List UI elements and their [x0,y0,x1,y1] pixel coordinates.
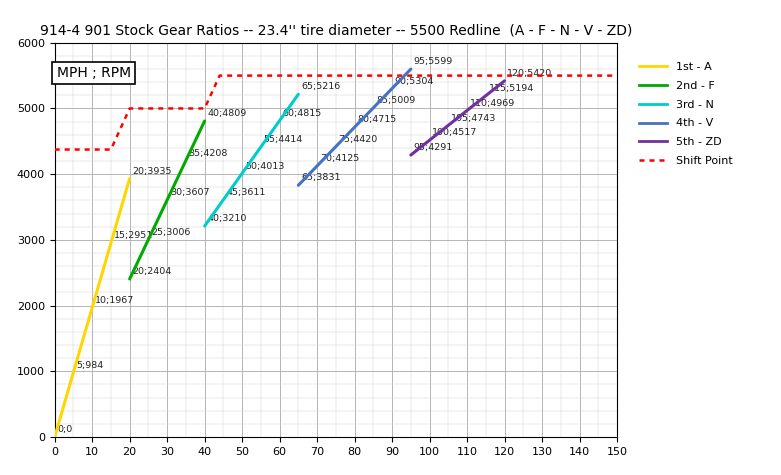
2nd - F [162,197,172,203]
1st - A [125,176,134,181]
Shift Point [215,73,224,78]
Text: 110;4969: 110;4969 [470,99,515,108]
4th - V [312,163,322,169]
Text: 100;4517: 100;4517 [433,128,477,137]
Text: 75;4420: 75;4420 [339,135,378,144]
Text: MPH ; RPM: MPH ; RPM [56,66,130,80]
5th - ZD [500,78,509,84]
Title: 914-4 901 Stock Gear Ratios -- 23.4'' tire diameter -- 5500 Redline  (A - F - N : 914-4 901 Stock Gear Ratios -- 23.4'' ti… [40,23,632,38]
Text: 35;4208: 35;4208 [189,149,228,158]
Text: 70;4125: 70;4125 [320,154,359,163]
Text: 65;5216: 65;5216 [301,83,341,92]
Text: 25;3006: 25;3006 [152,228,191,237]
Text: 95;4291: 95;4291 [414,143,453,152]
Text: 40;3210: 40;3210 [208,214,247,223]
Line: Shift Point: Shift Point [55,76,617,150]
Text: 55;4414: 55;4414 [264,135,303,144]
Shift Point [125,105,134,111]
Text: 50;4013: 50;4013 [245,162,284,171]
Text: 80;4715: 80;4715 [358,115,397,124]
Line: 2nd - F: 2nd - F [130,121,205,279]
Shift Point [612,73,622,78]
Text: 30;3607: 30;3607 [170,188,209,197]
3rd - N [275,118,284,124]
5th - ZD [425,137,434,143]
Text: 105;4743: 105;4743 [451,114,497,123]
Shift Point [106,147,116,152]
2nd - F [181,158,191,163]
Line: 1st - A: 1st - A [55,179,130,437]
Text: 20;2404: 20;2404 [133,267,172,276]
3rd - N [237,171,247,176]
4th - V [406,66,415,72]
1st - A [50,434,59,440]
Text: 115;5194: 115;5194 [489,84,533,93]
3rd - N [256,144,266,150]
Text: 0;0: 0;0 [58,425,73,434]
5th - ZD [444,123,453,128]
2nd - F [200,118,209,124]
1st - A [69,370,78,375]
3rd - N [219,197,228,202]
2nd - F [144,237,153,242]
Text: 65;3831: 65;3831 [301,173,341,182]
Text: 5;984: 5;984 [77,361,103,370]
Text: 45;3611: 45;3611 [226,188,266,197]
Line: 3rd - N: 3rd - N [205,94,298,226]
5th - ZD [406,152,415,158]
3rd - N [200,223,209,229]
Legend: 1st - A, 2nd - F, 3rd - N, 4th - V, 5th - ZD, Shift Point: 1st - A, 2nd - F, 3rd - N, 4th - V, 5th … [634,56,738,172]
Text: 40;4809: 40;4809 [208,109,247,118]
4th - V [369,105,378,111]
4th - V [350,124,359,130]
Shift Point [50,147,59,152]
Shift Point [215,73,224,78]
Text: 60;4815: 60;4815 [283,109,322,118]
Line: 5th - ZD: 5th - ZD [411,81,505,155]
Text: 85;5009: 85;5009 [376,96,415,105]
Shift Point [200,105,209,111]
Text: 15;2951: 15;2951 [114,231,153,240]
Text: 20;3935: 20;3935 [133,167,172,176]
5th - ZD [462,108,472,114]
4th - V [387,86,397,91]
1st - A [106,240,116,246]
Text: 90;5304: 90;5304 [395,76,434,86]
4th - V [331,144,341,150]
5th - ZD [481,93,490,98]
2nd - F [125,276,134,282]
Text: 120;5420: 120;5420 [508,69,552,78]
4th - V [294,182,303,188]
Text: 95;5599: 95;5599 [414,57,453,67]
Text: 10;1967: 10;1967 [95,296,134,305]
Line: 4th - V: 4th - V [298,69,411,185]
1st - A [87,305,97,311]
3rd - N [294,91,303,97]
